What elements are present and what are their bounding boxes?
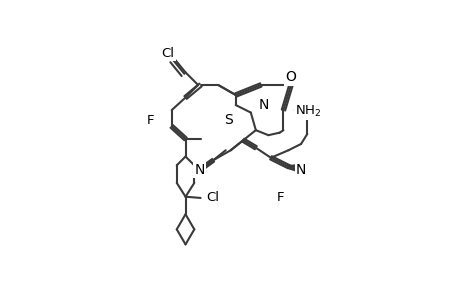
Text: O: O <box>285 70 296 84</box>
Text: N: N <box>257 98 268 112</box>
Text: S: S <box>224 113 232 127</box>
Text: N: N <box>194 163 204 177</box>
Text: F: F <box>277 191 284 205</box>
Text: Cl: Cl <box>161 47 174 60</box>
Text: N: N <box>295 163 306 177</box>
Text: F: F <box>146 114 154 127</box>
Text: Cl: Cl <box>206 191 219 205</box>
Text: NH$_2$: NH$_2$ <box>294 104 320 119</box>
